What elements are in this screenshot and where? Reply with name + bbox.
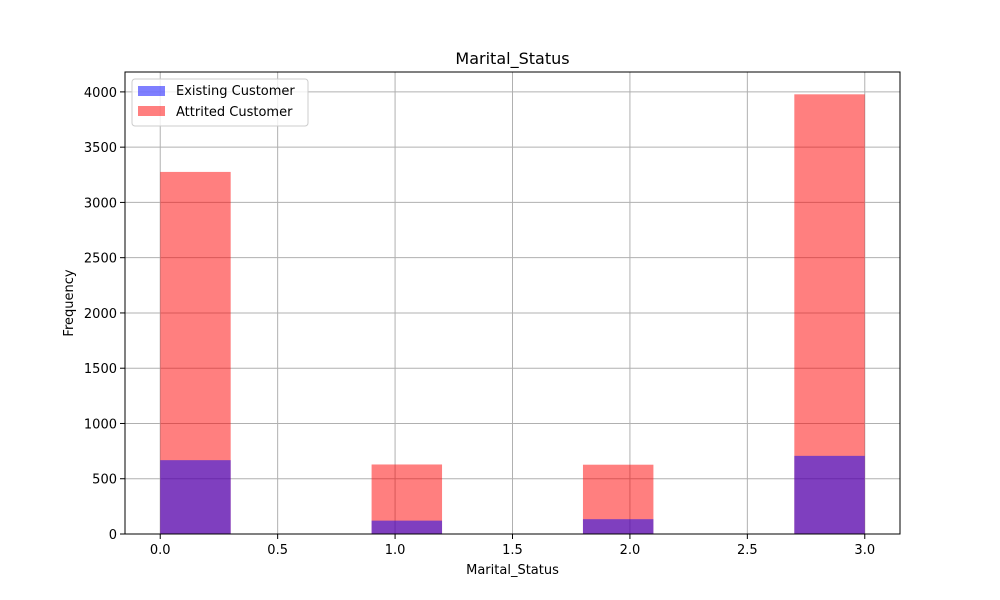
bar-existing-0 — [160, 460, 231, 534]
y-tick-label: 2500 — [84, 252, 117, 267]
bars — [160, 94, 865, 535]
legend-swatch-existing — [138, 86, 165, 96]
bar-existing-3 — [794, 455, 865, 534]
y-axis: 0 500 1000 1500 2000 2500 3000 3500 4000 — [84, 86, 125, 543]
y-axis-label: Frequency — [62, 269, 77, 336]
x-tick-label: 1.0 — [385, 543, 406, 558]
legend: Existing Customer Attrited Customer — [131, 78, 309, 127]
y-tick-label: 1500 — [84, 362, 117, 377]
y-tick-label: 0 — [109, 528, 117, 543]
legend-swatch-attrited — [138, 106, 165, 116]
x-axis: 0.0 0.5 1.0 1.5 2.0 2.5 3.0 — [150, 534, 875, 558]
y-tick-label: 3000 — [84, 196, 117, 211]
x-tick-label: 2.0 — [620, 543, 641, 558]
x-tick-label: 0.5 — [267, 543, 288, 558]
x-tick-label: 3.0 — [854, 543, 875, 558]
x-axis-label: Marital_Status — [466, 563, 559, 578]
y-tick-label: 3500 — [84, 141, 117, 156]
legend-label-existing: Existing Customer — [176, 84, 295, 99]
x-tick-label: 2.5 — [737, 543, 758, 558]
chart-title: Marital_Status — [455, 49, 569, 69]
y-tick-label: 4000 — [84, 86, 117, 101]
y-tick-label: 2000 — [84, 307, 117, 322]
x-tick-label: 1.5 — [502, 543, 523, 558]
legend-box — [131, 78, 309, 127]
y-tick-label: 500 — [92, 473, 117, 488]
bar-existing-2 — [582, 519, 654, 534]
y-tick-label: 1000 — [84, 417, 117, 432]
legend-label-attrited: Attrited Customer — [176, 105, 293, 120]
bar-existing-1 — [371, 520, 443, 534]
x-tick-label: 0.0 — [150, 543, 171, 558]
